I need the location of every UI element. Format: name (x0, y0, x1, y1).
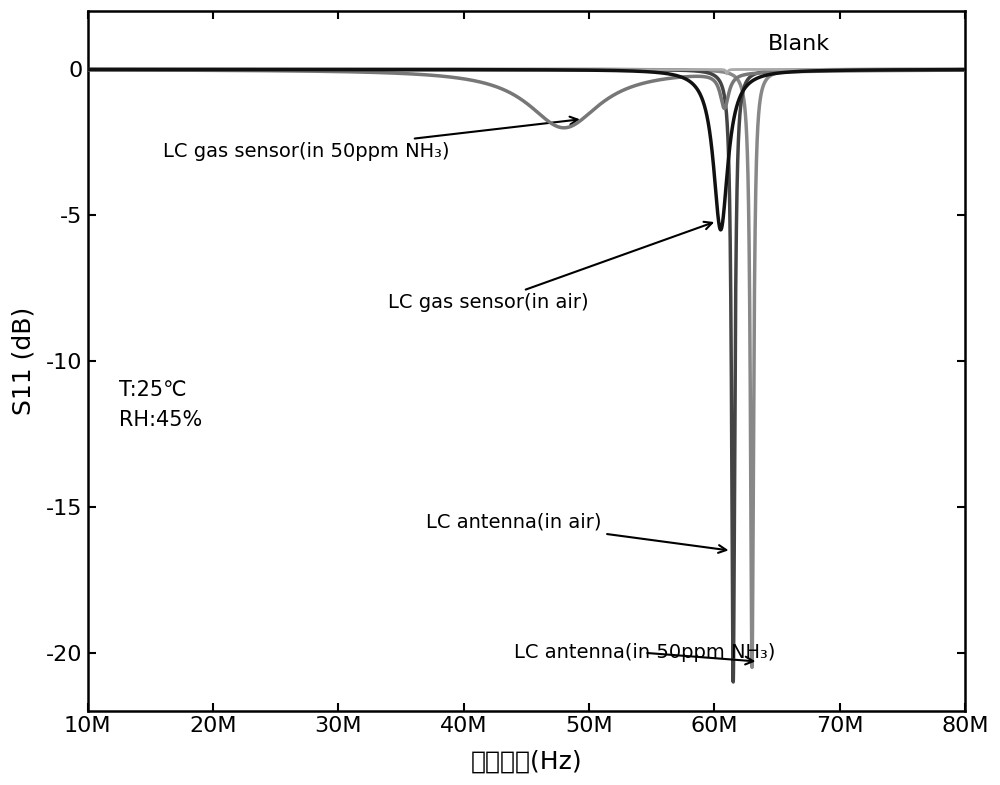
Text: LC antenna(in air): LC antenna(in air) (426, 512, 726, 553)
Text: Blank: Blank (768, 34, 830, 53)
Text: T:25℃
RH:45%: T:25℃ RH:45% (119, 380, 202, 429)
X-axis label: 谐振频率(Hz): 谐振频率(Hz) (471, 750, 582, 774)
Text: LC antenna(in 50ppm NH₃): LC antenna(in 50ppm NH₃) (514, 643, 775, 664)
Text: LC gas sensor(in air): LC gas sensor(in air) (388, 222, 712, 312)
Y-axis label: S11 (dB): S11 (dB) (11, 307, 35, 415)
Text: LC gas sensor(in 50ppm NH₃): LC gas sensor(in 50ppm NH₃) (163, 117, 578, 161)
